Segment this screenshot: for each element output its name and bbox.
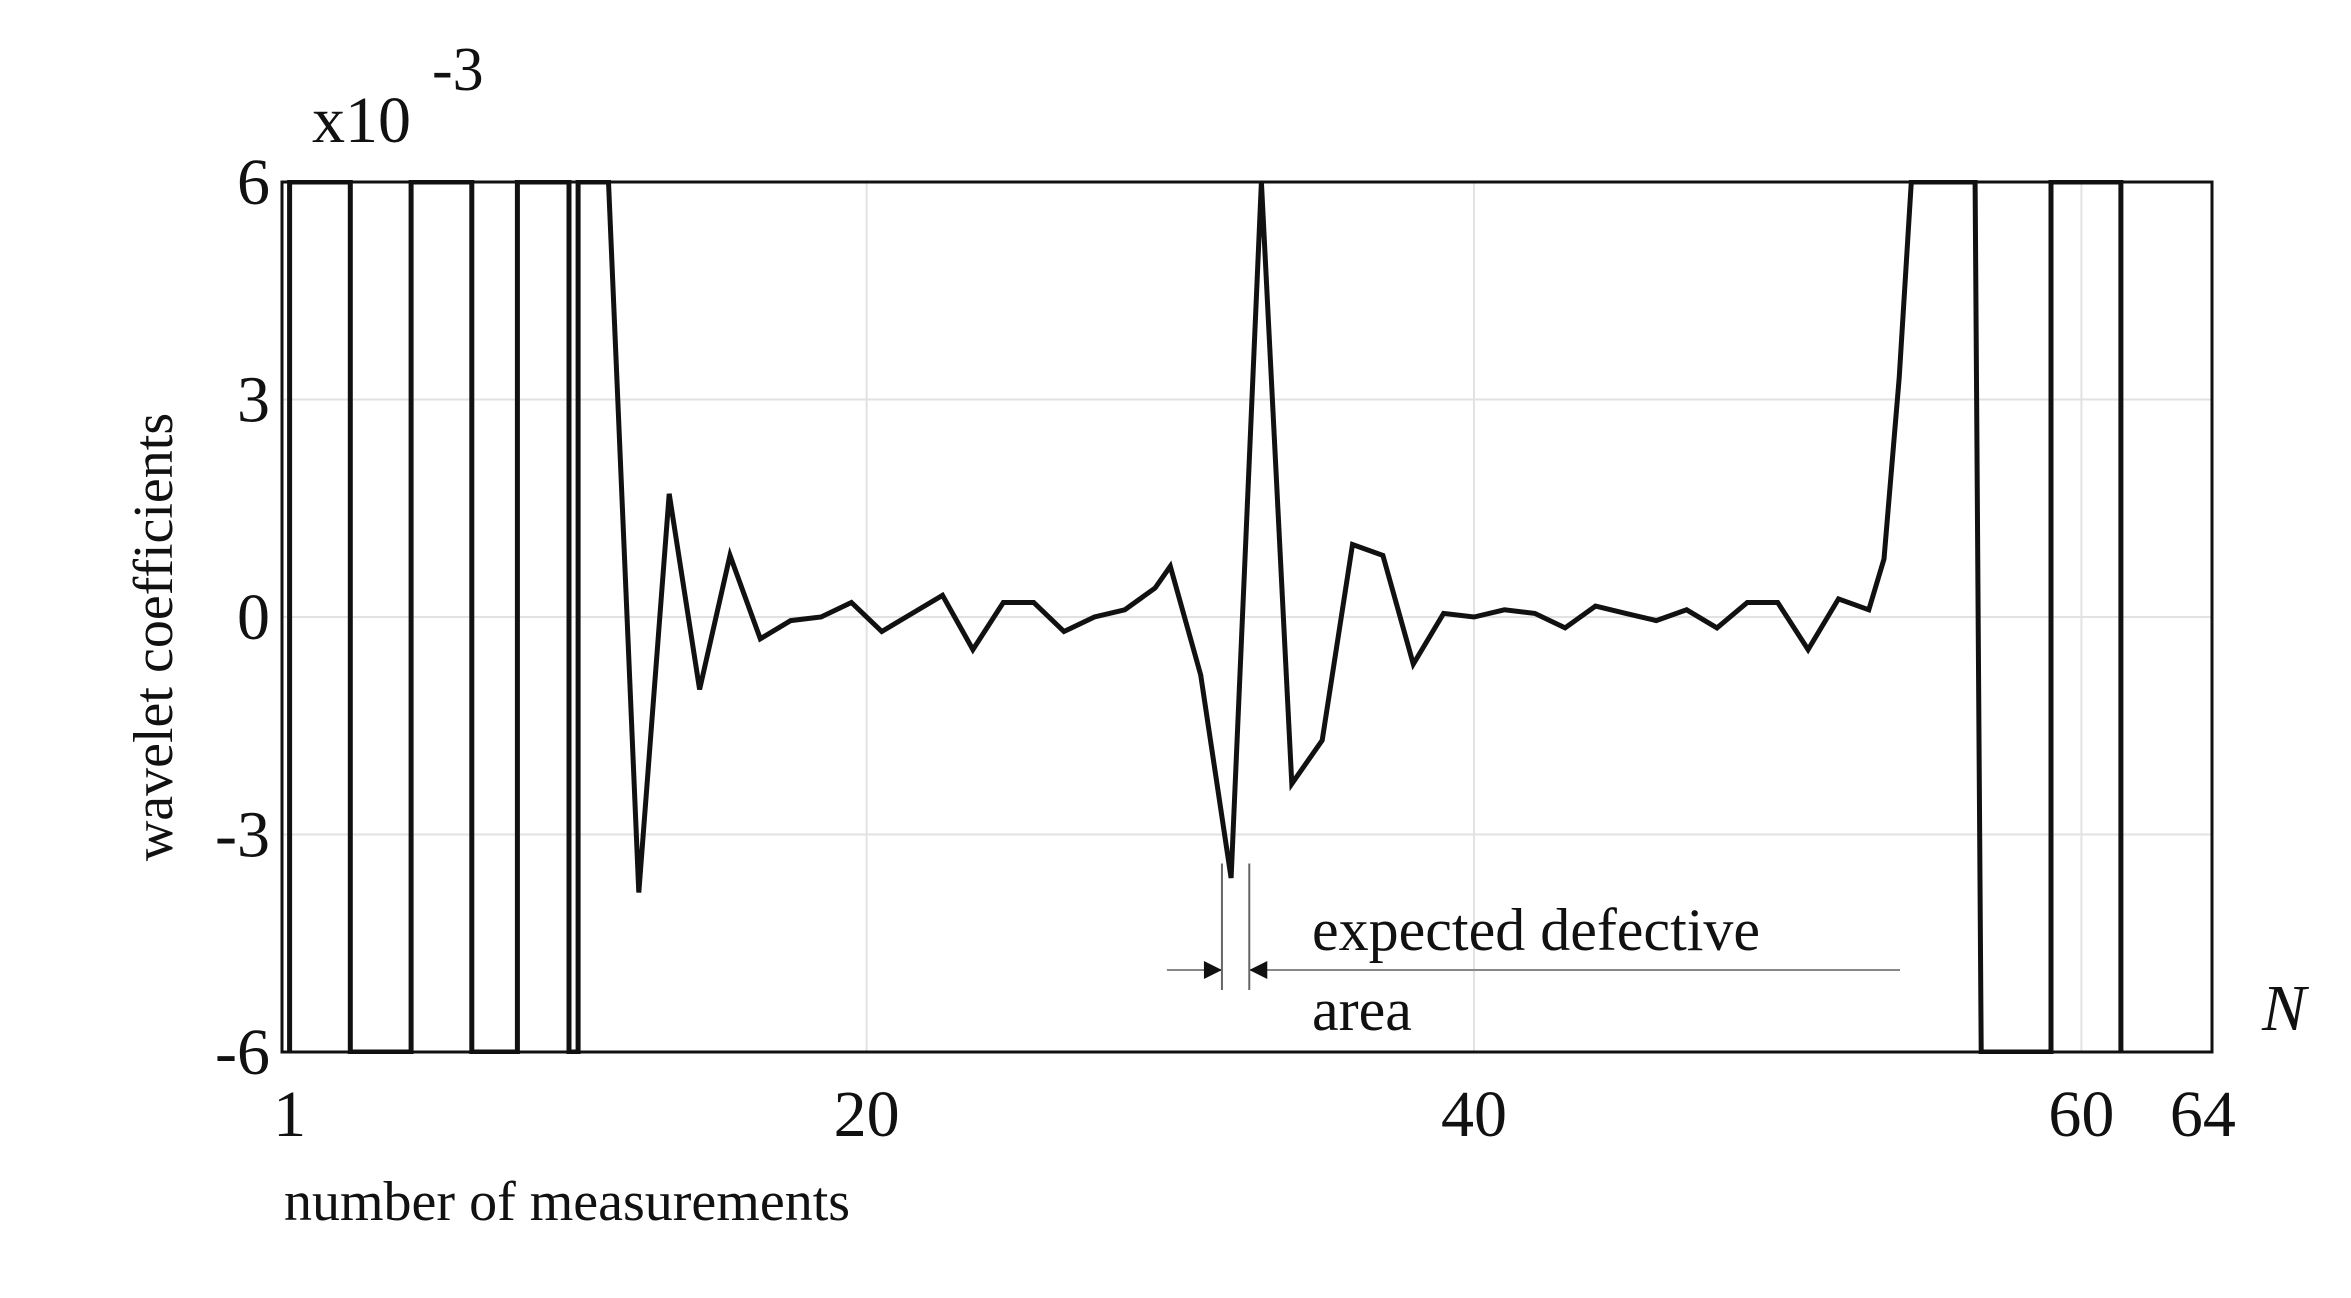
y-tick-label: 6 <box>237 146 270 219</box>
series-line <box>287 180 2124 1054</box>
annotation-layer: expected defective area <box>1166 863 1900 1043</box>
y-multiplier-exponent: -3 <box>432 36 484 104</box>
y-tick-label: 0 <box>237 581 270 654</box>
x-tick-label: 20 <box>834 1078 900 1151</box>
annotation-arrowhead <box>1203 961 1222 979</box>
annotation-label-line1: expected defective <box>1312 897 1760 963</box>
y-tick-label: 3 <box>237 364 270 437</box>
x-tick-label: 60 <box>2048 1078 2114 1151</box>
x-axis-symbol: N <box>2261 972 2310 1045</box>
series-layer <box>287 180 2124 1054</box>
y-tick-label: -3 <box>215 799 270 872</box>
annotation-arrowhead <box>1249 961 1268 979</box>
y-axis-label: wavelet coefficients <box>123 413 185 861</box>
y-multiplier-label: x10 <box>312 84 411 157</box>
annotation-label-line2: area <box>1312 977 1412 1043</box>
x-tick-label: 40 <box>1441 1078 1507 1151</box>
x-tick-label: 1 <box>273 1078 306 1151</box>
x-axis-label: number of measurements <box>284 1171 850 1233</box>
y-tick-label: -6 <box>215 1016 270 1089</box>
label-layer: 6 3 0 -3 -61 20 40 60 64 number of measurements wa… <box>123 36 2310 1233</box>
x-tick-label: 64 <box>2170 1078 2236 1151</box>
plot-frame <box>280 180 2214 1054</box>
